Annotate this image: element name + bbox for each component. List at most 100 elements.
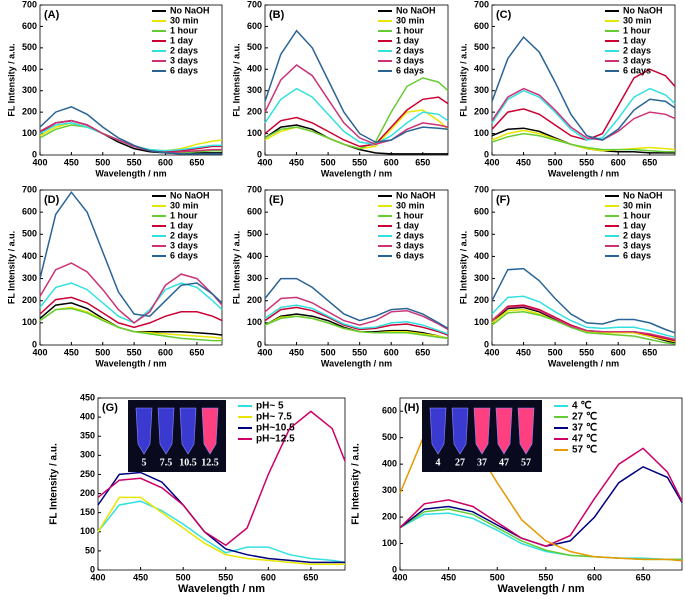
y-tick-label: 400 <box>247 64 262 74</box>
inset-label: 7.5 <box>160 457 173 468</box>
legend-label: pH~12.5 <box>256 434 295 445</box>
y-tick-label: 700 <box>22 0 37 9</box>
x-tick-label: 550 <box>579 347 594 357</box>
legend-label: 1 day <box>396 35 419 45</box>
inset-label: 47 <box>499 457 509 468</box>
y-axis-label: FL Intensity / a.u. <box>458 231 468 304</box>
y-tick-label: 600 <box>474 207 489 217</box>
y-tick-label: 200 <box>474 295 489 305</box>
tube <box>135 407 153 455</box>
y-tick-label: 400 <box>474 64 489 74</box>
x-tick-label: 500 <box>548 157 563 167</box>
x-tick-label: 500 <box>321 157 336 167</box>
y-axis-label: FL Intensity / a.u. <box>231 43 241 116</box>
panel-label: (A) <box>44 9 60 21</box>
plot-frame <box>399 397 683 571</box>
inset-label: 4 <box>436 457 441 468</box>
series-line <box>264 96 449 148</box>
inset-label: 57 <box>521 457 531 468</box>
legend-label: 57 ℃ <box>572 445 597 456</box>
y-tick-label: 0 <box>90 564 95 574</box>
series-line <box>491 132 675 153</box>
x-axis-label: Wavelength / nm <box>548 358 619 368</box>
x-tick-label: 500 <box>490 572 505 582</box>
y-tick-label: 600 <box>22 207 37 217</box>
legend-label: 3 days <box>623 55 651 65</box>
legend-label: 1 day <box>170 35 193 45</box>
y-tick-label: 200 <box>80 488 95 498</box>
legend-label: 3 days <box>170 240 198 250</box>
plot-frame <box>97 397 346 571</box>
y-tick-label: 50 <box>85 545 95 555</box>
series-line <box>264 77 449 150</box>
x-tick-label: 400 <box>484 157 499 167</box>
series-line <box>491 267 676 334</box>
y-tick-label: 500 <box>247 229 262 239</box>
legend-label: 1 day <box>396 220 419 230</box>
legend-label: 6 days <box>396 65 424 75</box>
x-axis-label: Wavelength / nm <box>321 168 392 178</box>
x-axis-label: Wavelength / nm <box>498 583 585 595</box>
x-tick-label: 600 <box>158 347 173 357</box>
x-axis-label: Wavelength / nm <box>178 583 265 595</box>
inset-label: 37 <box>477 457 487 468</box>
x-tick-label: 550 <box>579 157 594 167</box>
x-tick-label: 550 <box>127 347 142 357</box>
legend-label: 3 days <box>170 55 198 65</box>
legend-label: 30 min <box>170 15 199 25</box>
legend-label: 1 hour <box>623 210 651 220</box>
series-line <box>491 295 676 339</box>
legend-label: pH~ 7.5 <box>256 412 292 423</box>
legend-label: 2 days <box>170 230 198 240</box>
x-tick-label: 550 <box>352 157 367 167</box>
legend-label: 6 days <box>623 250 651 260</box>
y-tick-label: 300 <box>474 273 489 283</box>
legend-label: No NaOH <box>170 5 210 15</box>
x-tick-label: 500 <box>95 347 110 357</box>
inset-label: 12.5 <box>201 457 219 468</box>
legend-label: 1 hour <box>396 25 424 35</box>
x-tick-label: 650 <box>636 572 651 582</box>
panel: 0 50 100 150 200 250 300 350 400 450 400 450 500 550 6… <box>49 392 346 595</box>
legend-label: 30 min <box>396 15 425 25</box>
x-tick-label: 600 <box>611 347 626 357</box>
legend-label: No NaOH <box>623 190 663 200</box>
legend-label: 6 days <box>623 65 651 75</box>
y-axis-label: FL Intensity / a.u. <box>231 231 241 304</box>
x-tick-label: 450 <box>441 572 456 582</box>
x-tick-label: 450 <box>64 157 79 167</box>
plot-frame <box>39 4 223 156</box>
panel-label: (D) <box>44 194 60 206</box>
panel: 0 100 200 300 400 500 600 700 400 450 500 550 600 650… <box>231 184 449 368</box>
legend-label: 6 days <box>170 65 198 75</box>
series-line <box>491 308 676 343</box>
panel-label: (F) <box>496 194 510 206</box>
series-line <box>399 465 683 547</box>
series-line <box>491 311 676 345</box>
legend-label: 1 hour <box>623 25 651 35</box>
legend-label: 2 days <box>396 45 424 55</box>
series-line <box>491 87 676 141</box>
series-line <box>264 296 449 331</box>
x-tick-label: 400 <box>32 157 47 167</box>
y-axis-label: FL Intensity / a.u. <box>49 443 60 525</box>
y-tick-label: 500 <box>22 42 37 52</box>
x-tick-label: 400 <box>32 347 47 357</box>
plot-frame <box>491 4 676 156</box>
tube <box>179 407 197 455</box>
y-tick-label: 100 <box>474 317 489 327</box>
y-tick-label: 500 <box>474 42 489 52</box>
y-tick-label: 300 <box>247 273 262 283</box>
x-tick-label: 650 <box>642 347 657 357</box>
series-line <box>39 262 223 324</box>
x-tick-label: 650 <box>303 572 318 582</box>
series-line <box>39 190 223 317</box>
panel: 0 100 200 300 400 500 600 700 400 450 500 550 600 650… <box>458 0 676 178</box>
y-tick-label: 600 <box>382 406 397 416</box>
y-tick-label: 400 <box>474 251 489 261</box>
legend-label: 1 hour <box>396 210 424 220</box>
x-tick-label: 600 <box>384 157 399 167</box>
x-tick-label: 500 <box>321 347 336 357</box>
y-tick-label: 400 <box>80 411 95 421</box>
